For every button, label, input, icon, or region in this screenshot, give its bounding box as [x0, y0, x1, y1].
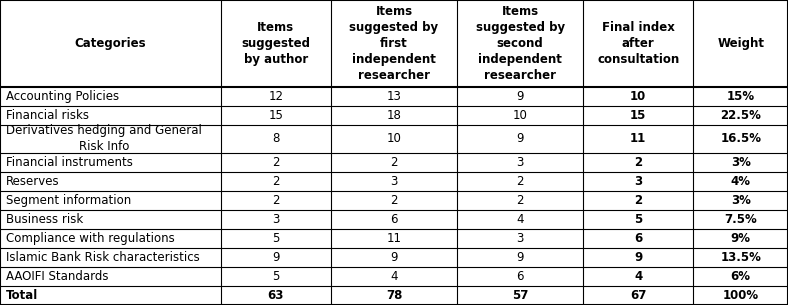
Text: Financial risks: Financial risks: [6, 109, 89, 122]
Text: 3%: 3%: [730, 194, 751, 207]
Text: Islamic Bank Risk characteristics: Islamic Bank Risk characteristics: [6, 251, 200, 264]
Text: 9: 9: [516, 90, 524, 103]
Text: Final index
after
consultation: Final index after consultation: [597, 21, 679, 66]
Text: 3: 3: [516, 232, 524, 245]
Text: 2: 2: [516, 175, 524, 188]
Text: 3: 3: [272, 213, 280, 226]
Text: 2: 2: [272, 175, 280, 188]
Text: 57: 57: [512, 289, 528, 302]
Text: 9: 9: [272, 251, 280, 264]
Text: 15%: 15%: [727, 90, 755, 103]
Text: 9: 9: [390, 251, 398, 264]
Text: 5: 5: [634, 213, 642, 226]
Text: 13.5%: 13.5%: [720, 251, 761, 264]
Text: 5: 5: [272, 232, 280, 245]
Text: 3: 3: [516, 156, 524, 169]
Text: Segment information: Segment information: [6, 194, 132, 207]
Text: 10: 10: [630, 90, 646, 103]
Text: 6: 6: [390, 213, 398, 226]
Text: Items
suggested by
first
independent
researcher: Items suggested by first independent res…: [349, 5, 439, 82]
Text: 18: 18: [387, 109, 401, 122]
Text: Items
suggested by
second
independent
researcher: Items suggested by second independent re…: [475, 5, 565, 82]
Text: 67: 67: [630, 289, 646, 302]
Text: 10: 10: [387, 132, 401, 145]
Text: 3%: 3%: [730, 156, 751, 169]
Text: 6: 6: [516, 270, 524, 283]
Text: Financial instruments: Financial instruments: [6, 156, 133, 169]
Text: Total: Total: [6, 289, 39, 302]
Text: 9: 9: [516, 251, 524, 264]
Text: 2: 2: [390, 156, 398, 169]
Text: Derivatives hedging and General
Risk Info: Derivatives hedging and General Risk Inf…: [6, 124, 203, 153]
Text: 6: 6: [634, 232, 642, 245]
Text: 4%: 4%: [730, 175, 751, 188]
Text: 4: 4: [390, 270, 398, 283]
Text: 4: 4: [516, 213, 524, 226]
Text: 3: 3: [390, 175, 398, 188]
Text: 15: 15: [630, 109, 646, 122]
Text: 16.5%: 16.5%: [720, 132, 761, 145]
Text: 15: 15: [269, 109, 283, 122]
Text: 8: 8: [272, 132, 280, 145]
Text: 9%: 9%: [730, 232, 751, 245]
Text: 5: 5: [272, 270, 280, 283]
Text: Items
suggested
by author: Items suggested by author: [241, 21, 310, 66]
Text: AAOIFI Standards: AAOIFI Standards: [6, 270, 109, 283]
Text: 63: 63: [268, 289, 284, 302]
Text: 4: 4: [634, 270, 642, 283]
Text: 22.5%: 22.5%: [720, 109, 761, 122]
Text: 2: 2: [516, 194, 524, 207]
Text: Business risk: Business risk: [6, 213, 84, 226]
Text: 78: 78: [386, 289, 402, 302]
Text: 9: 9: [516, 132, 524, 145]
Text: Compliance with regulations: Compliance with regulations: [6, 232, 175, 245]
Text: 2: 2: [634, 156, 642, 169]
Text: 13: 13: [387, 90, 401, 103]
Text: 6%: 6%: [730, 270, 751, 283]
Text: 7.5%: 7.5%: [724, 213, 757, 226]
Text: 11: 11: [630, 132, 646, 145]
Text: 10: 10: [513, 109, 527, 122]
Text: 9: 9: [634, 251, 642, 264]
Text: Accounting Policies: Accounting Policies: [6, 90, 120, 103]
Text: 11: 11: [386, 232, 402, 245]
Text: 100%: 100%: [723, 289, 759, 302]
Text: 12: 12: [268, 90, 284, 103]
Text: 3: 3: [634, 175, 642, 188]
Text: 2: 2: [272, 194, 280, 207]
Text: Categories: Categories: [75, 37, 146, 50]
Text: 2: 2: [272, 156, 280, 169]
Text: 2: 2: [390, 194, 398, 207]
Text: Weight: Weight: [717, 37, 764, 50]
Text: 2: 2: [634, 194, 642, 207]
Text: Reserves: Reserves: [6, 175, 60, 188]
